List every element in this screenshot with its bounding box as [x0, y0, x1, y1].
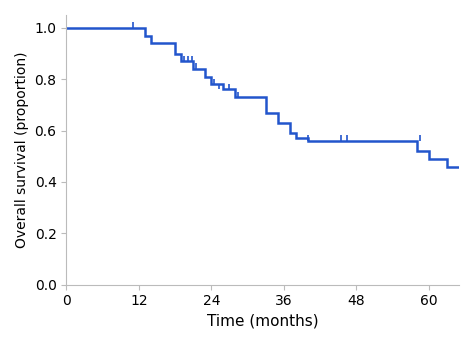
X-axis label: Time (months): Time (months): [207, 314, 319, 329]
Y-axis label: Overall survival (proportion): Overall survival (proportion): [15, 52, 29, 248]
